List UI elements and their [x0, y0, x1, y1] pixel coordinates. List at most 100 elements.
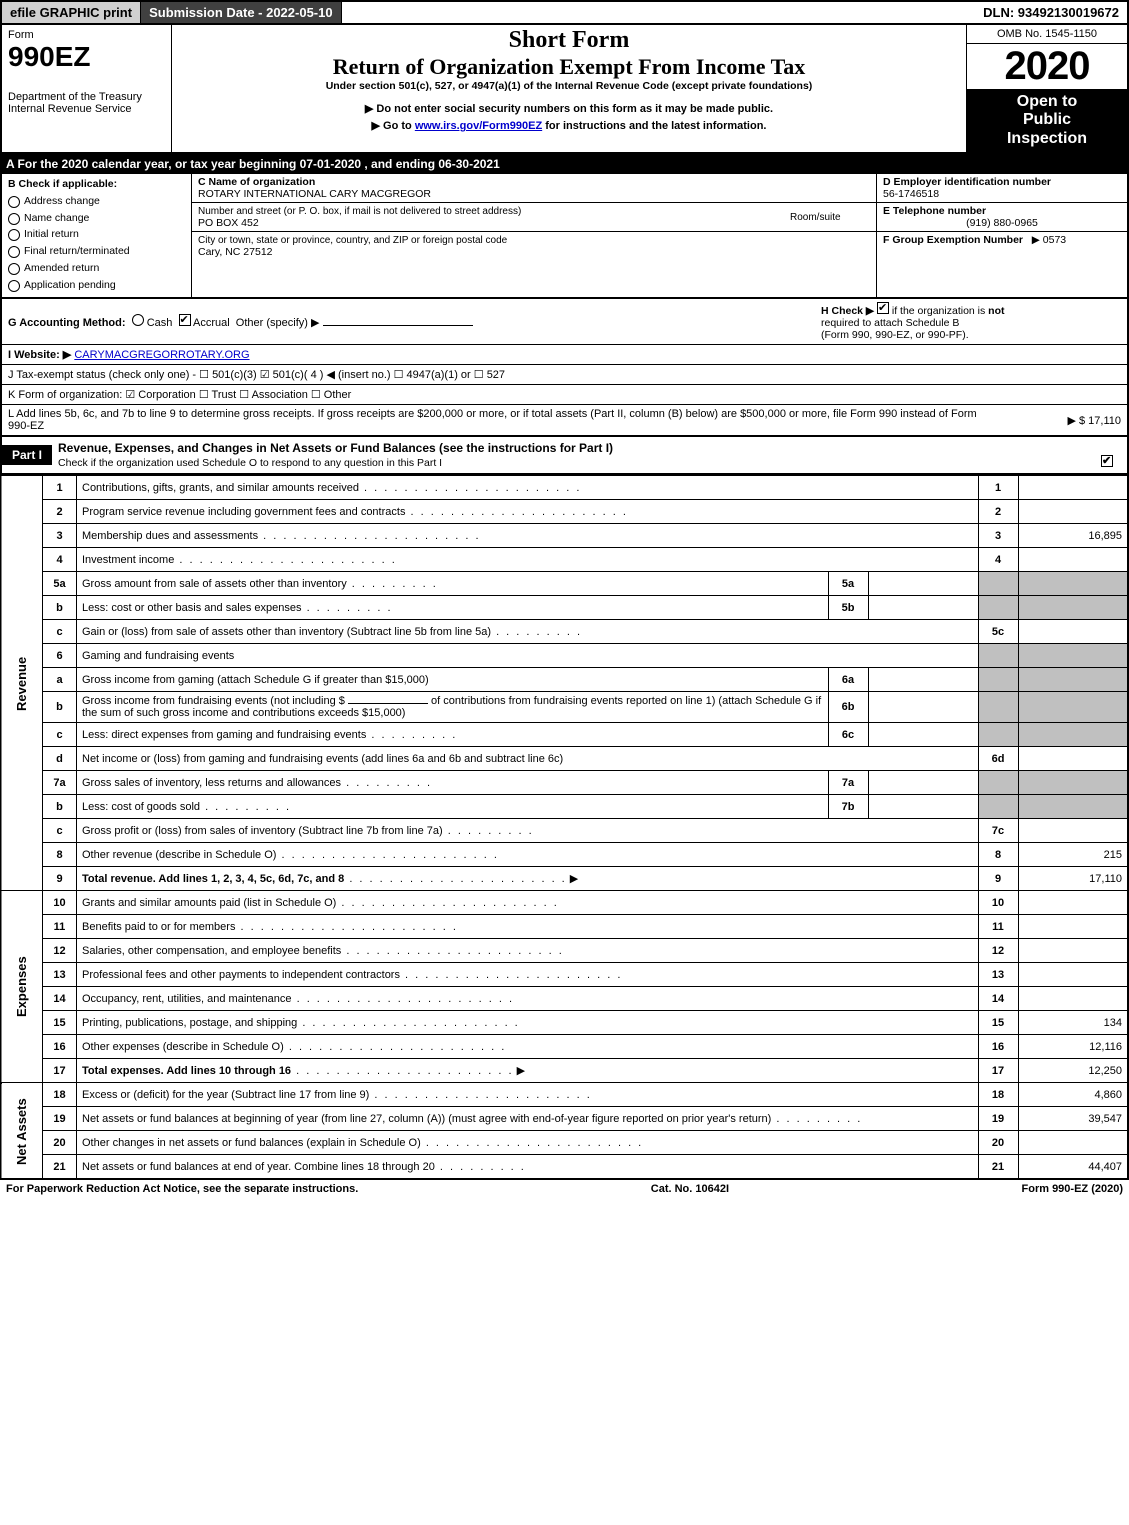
row-i: I Website: ▶ CARYMACGREGORROTARY.ORG: [2, 345, 1127, 365]
line-7b: b Less: cost of goods sold 7b: [1, 795, 1128, 819]
org-city: Cary, NC 27512: [198, 246, 273, 258]
submission-date: Submission Date - 2022-05-10: [141, 2, 342, 23]
box-c: C Name of organization ROTARY INTERNATIO…: [192, 174, 877, 297]
ein: 56-1746518: [883, 188, 939, 200]
form-label: Form: [8, 29, 165, 41]
efile-print-button[interactable]: efile GRAPHIC print: [2, 2, 141, 23]
line-5c: c Gain or (loss) from sale of assets oth…: [1, 620, 1128, 644]
goto-post: for instructions and the latest informat…: [542, 120, 766, 132]
line-19: 19 Net assets or fund balances at beginn…: [1, 1107, 1128, 1131]
i-label: I Website: ▶: [8, 349, 71, 361]
line-6c: c Less: direct expenses from gaming and …: [1, 723, 1128, 747]
group-number: ▶ 0573: [1032, 234, 1066, 246]
org-name: ROTARY INTERNATIONAL CARY MACGREGOR: [198, 188, 431, 200]
cb-address-change[interactable]: Address change: [8, 194, 185, 210]
footer-center: Cat. No. 10642I: [651, 1183, 729, 1195]
line-16: 16 Other expenses (describe in Schedule …: [1, 1035, 1128, 1059]
box-de: D Employer identification number 56-1746…: [877, 174, 1127, 297]
mid-rows: G Accounting Method: Cash Accrual Other …: [0, 299, 1129, 437]
subtitle: Under section 501(c), 527, or 4947(a)(1)…: [178, 80, 960, 92]
c-name-label: C Name of organization: [198, 176, 315, 188]
cb-final-return[interactable]: Final return/terminated: [8, 244, 185, 260]
line-3: 3 Membership dues and assessments 3 16,8…: [1, 524, 1128, 548]
expenses-side-label: Expenses: [1, 891, 43, 1083]
box-b-title: B Check if applicable:: [8, 177, 185, 193]
part1-check-text: Check if the organization used Schedule …: [58, 457, 442, 469]
line-1: Revenue 1 Contributions, gifts, grants, …: [1, 476, 1128, 500]
cb-part1-schedO[interactable]: [1101, 455, 1113, 467]
e-label: E Telephone number: [883, 205, 986, 217]
box-c-city: City or town, state or province, country…: [192, 232, 876, 260]
section-a-bar: A For the 2020 calendar year, or tax yea…: [0, 154, 1129, 174]
line-6a: a Gross income from gaming (attach Sched…: [1, 668, 1128, 692]
dln: DLN: 93492130019672: [975, 2, 1127, 23]
line-20: 20 Other changes in net assets or fund b…: [1, 1131, 1128, 1155]
revenue-side-label: Revenue: [1, 476, 43, 891]
l-text: L Add lines 5b, 6c, and 7b to line 9 to …: [8, 408, 1001, 432]
open-line1: Open to: [971, 93, 1123, 111]
cb-cash[interactable]: [132, 314, 144, 326]
cb-initial-return[interactable]: Initial return: [8, 227, 185, 243]
cb-application-pending[interactable]: Application pending: [8, 278, 185, 294]
dept-treasury: Department of the Treasury: [8, 91, 165, 103]
addr-label: Number and street (or P. O. box, if mail…: [198, 206, 521, 217]
line-7a: 7a Gross sales of inventory, less return…: [1, 771, 1128, 795]
row-g: G Accounting Method: Cash Accrual Other …: [8, 314, 473, 329]
cb-amended-return[interactable]: Amended return: [8, 261, 185, 277]
header-center: Short Form Return of Organization Exempt…: [172, 25, 967, 152]
line-14: 14 Occupancy, rent, utilities, and maint…: [1, 987, 1128, 1011]
goto-line: ▶ Go to www.irs.gov/Form990EZ for instru…: [178, 117, 960, 134]
box-c-addr: Number and street (or P. O. box, if mail…: [192, 203, 876, 232]
open-inspection: Open to Public Inspection: [967, 89, 1127, 152]
line-6: 6 Gaming and fundraising events: [1, 644, 1128, 668]
h-label: H Check ▶: [821, 305, 874, 317]
title-main: Return of Organization Exempt From Incom…: [178, 54, 960, 80]
cb-accrual[interactable]: [179, 314, 191, 326]
line-13: 13 Professional fees and other payments …: [1, 963, 1128, 987]
line-2: 2 Program service revenue including gove…: [1, 500, 1128, 524]
l-amount: ▶ $ 17,110: [1001, 414, 1121, 427]
website-link[interactable]: CARYMACGREGORROTARY.ORG: [74, 349, 249, 361]
header-right: OMB No. 1545-1150 2020 Open to Public In…: [967, 25, 1127, 152]
g-label: G Accounting Method:: [8, 317, 126, 329]
box-c-name: C Name of organization ROTARY INTERNATIO…: [192, 174, 876, 203]
room-suite-label: Room/suite: [790, 212, 870, 223]
box-d: D Employer identification number 56-1746…: [877, 174, 1127, 203]
line-8: 8 Other revenue (describe in Schedule O)…: [1, 843, 1128, 867]
line-5a: 5a Gross amount from sale of assets othe…: [1, 572, 1128, 596]
tax-year: 2020: [967, 44, 1127, 89]
cb-h[interactable]: [877, 302, 889, 314]
row-h: H Check ▶ if the organization is not req…: [821, 302, 1121, 341]
part1-header-row: Part I Revenue, Expenses, and Changes in…: [0, 437, 1129, 475]
h-text1: if the organization is: [892, 305, 988, 317]
org-address: PO BOX 452: [198, 217, 259, 229]
line-15: 15 Printing, publications, postage, and …: [1, 1011, 1128, 1035]
telephone: (919) 880-0965: [883, 217, 1121, 229]
open-line3: Inspection: [971, 130, 1123, 148]
irs-link[interactable]: www.irs.gov/Form990EZ: [415, 120, 542, 132]
line-11: 11 Benefits paid to or for members 11: [1, 915, 1128, 939]
line-6b: b Gross income from fundraising events (…: [1, 692, 1128, 723]
city-label: City or town, state or province, country…: [198, 235, 507, 246]
box-b: B Check if applicable: Address change Na…: [2, 174, 192, 297]
footer-left: For Paperwork Reduction Act Notice, see …: [6, 1183, 358, 1195]
top-bar: efile GRAPHIC print Submission Date - 20…: [0, 0, 1129, 25]
f-label: F Group Exemption Number: [883, 234, 1023, 246]
form-number: 990EZ: [8, 41, 165, 73]
row-g-h: G Accounting Method: Cash Accrual Other …: [2, 299, 1127, 345]
line-5b: b Less: cost or other basis and sales ex…: [1, 596, 1128, 620]
line-21: 21 Net assets or fund balances at end of…: [1, 1155, 1128, 1179]
omb-number: OMB No. 1545-1150: [967, 25, 1127, 44]
form-header: Form 990EZ Department of the Treasury In…: [0, 25, 1129, 154]
goto-pre: ▶ Go to: [372, 120, 415, 132]
h-text3: (Form 990, 990-EZ, or 990-PF).: [821, 329, 969, 341]
cb-name-change[interactable]: Name change: [8, 211, 185, 227]
line-12: 12 Salaries, other compensation, and emp…: [1, 939, 1128, 963]
dept-irs: Internal Revenue Service: [8, 103, 165, 115]
box-f: F Group Exemption Number ▶ 0573: [877, 232, 1127, 248]
info-grid: B Check if applicable: Address change Na…: [0, 174, 1129, 299]
line-9: 9 Total revenue. Add lines 1, 2, 3, 4, 5…: [1, 867, 1128, 891]
warning-ssn: ▶ Do not enter social security numbers o…: [178, 100, 960, 117]
line-10: Expenses 10 Grants and similar amounts p…: [1, 891, 1128, 915]
open-line2: Public: [971, 111, 1123, 129]
